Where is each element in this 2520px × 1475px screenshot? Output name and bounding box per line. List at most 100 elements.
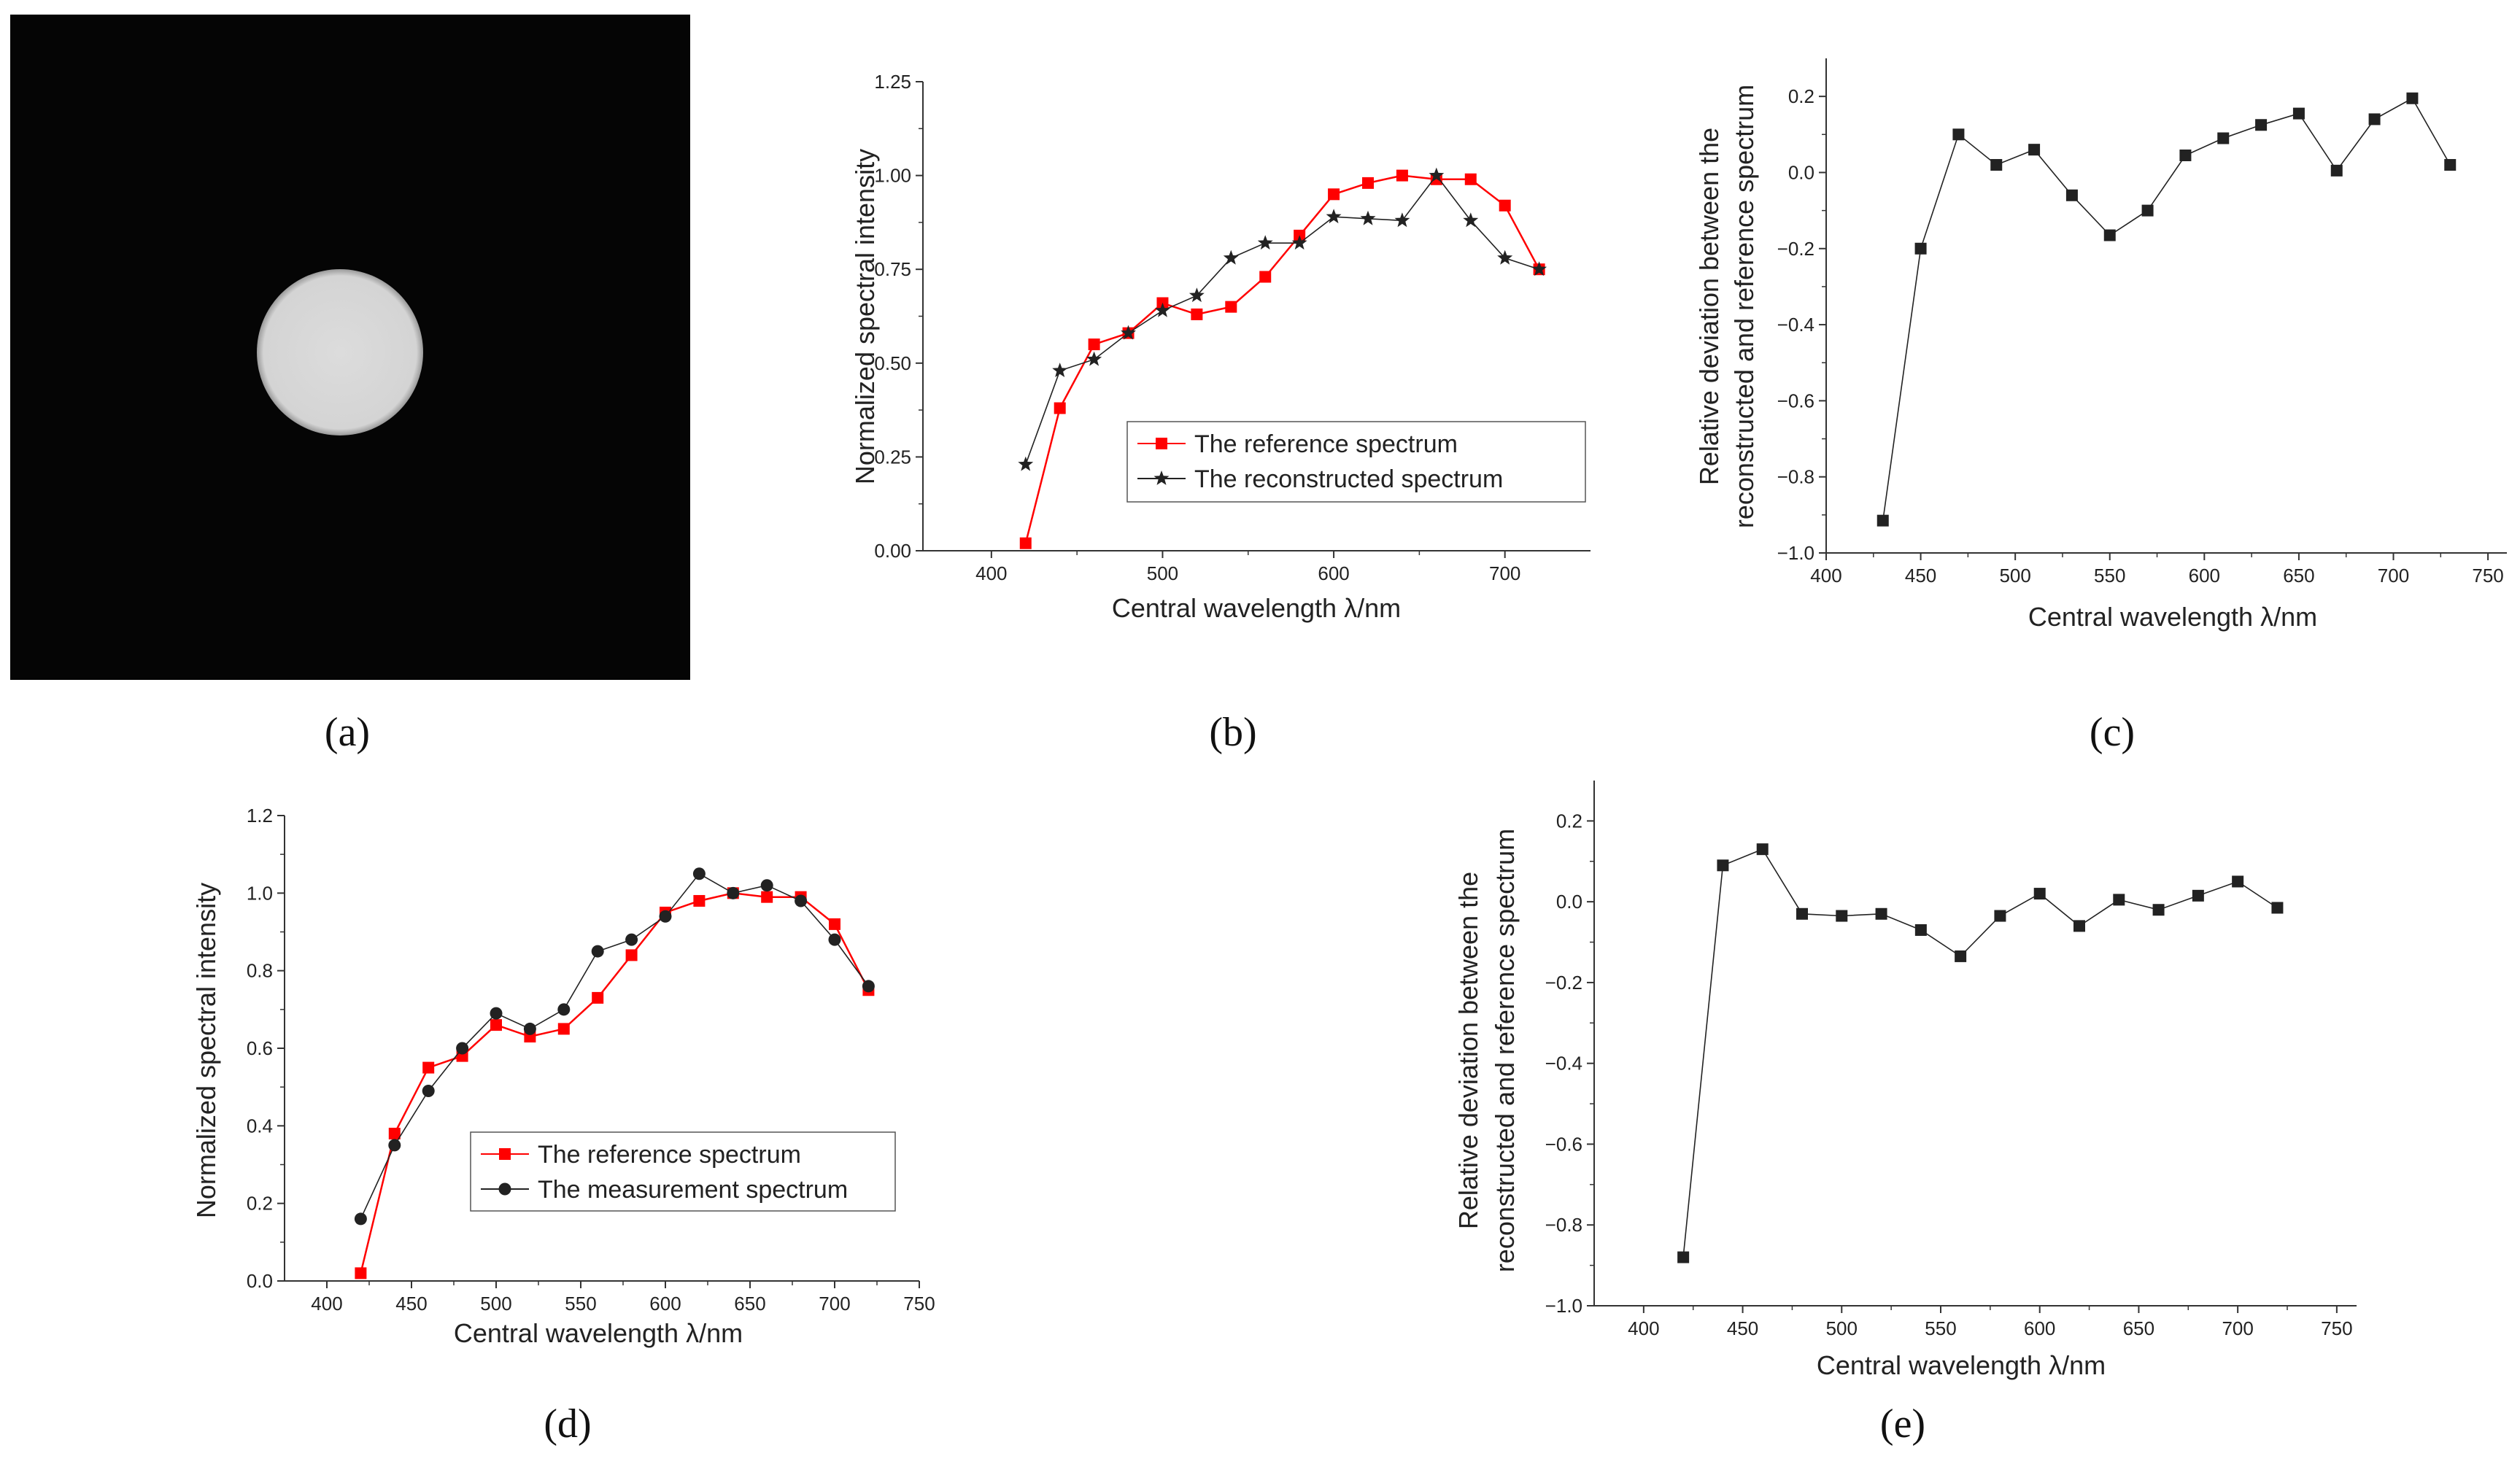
data-point	[1360, 210, 1376, 225]
y-tick-label: −0.6	[1777, 390, 1814, 411]
data-point	[1189, 287, 1205, 303]
data-point	[1328, 188, 1340, 201]
panel-label-c: (c)	[2090, 710, 2135, 755]
y-axis-label-line: reconstructed and reference spectrum	[1729, 85, 1759, 528]
x-axis-label: Central wavelength λ/nm	[1112, 593, 1401, 623]
x-tick-label: 600	[2024, 1317, 2055, 1339]
y-tick-label: 0.25	[874, 446, 911, 468]
y-tick-label: 0.75	[874, 258, 911, 280]
legend-label: The reference spectrum	[1194, 430, 1458, 458]
data-point	[2179, 149, 2192, 161]
data-point	[2444, 159, 2457, 171]
y-tick-label: 0.2	[247, 1193, 273, 1215]
data-point	[1756, 843, 1769, 856]
series-1	[354, 867, 875, 1226]
x-tick-label: 750	[2472, 565, 2503, 586]
panel-label-e: (e)	[1880, 1401, 1925, 1447]
data-point	[2368, 113, 2381, 125]
data-point	[388, 1139, 401, 1152]
data-point	[2073, 920, 2085, 932]
series-line	[360, 892, 870, 1274]
data-point	[2330, 164, 2343, 177]
data-point	[1952, 128, 1965, 141]
data-point	[625, 933, 638, 946]
panel-label-b: (b)	[1209, 710, 1256, 755]
data-point	[1257, 235, 1273, 250]
data-point	[1531, 261, 1547, 276]
legend-label: The measurement spectrum	[538, 1176, 848, 1204]
data-point	[2103, 229, 2116, 241]
data-point	[1875, 907, 1887, 920]
data-point	[829, 918, 840, 930]
data-point	[523, 1022, 536, 1035]
legend-swatch-marker	[499, 1148, 511, 1160]
data-point	[592, 991, 604, 1004]
data-point	[1121, 325, 1136, 340]
x-tick-label: 450	[395, 1293, 427, 1315]
data-point	[1497, 249, 1513, 265]
data-point	[659, 910, 672, 923]
x-tick-label: 750	[903, 1293, 935, 1315]
data-point	[1052, 363, 1068, 377]
data-point	[591, 945, 604, 958]
series-1	[1018, 167, 1547, 471]
x-tick-label: 500	[1147, 562, 1178, 584]
y-tick-label: 0.6	[247, 1037, 273, 1059]
x-tick-label: 500	[1999, 565, 2030, 586]
data-point	[1326, 209, 1342, 224]
data-point	[1223, 249, 1239, 265]
data-point	[1054, 402, 1066, 414]
x-tick-label: 550	[1925, 1317, 1956, 1339]
series-line	[1682, 848, 2278, 1258]
series-line	[360, 872, 870, 1220]
data-point	[2028, 144, 2041, 156]
data-point	[1086, 351, 1102, 366]
legend-swatch-marker	[1156, 438, 1167, 449]
y-axis-label-line: reconstructed and reference spectrum	[1490, 829, 1520, 1272]
data-point	[1155, 302, 1170, 317]
chart-b: 400 500 600 700 0.00 0.25 0.50 0.75 1.00 1.25 Cent…	[850, 71, 1591, 755]
data-point	[355, 1267, 367, 1280]
series-line	[1882, 97, 2451, 521]
data-point	[1914, 924, 1927, 936]
data-point	[388, 1127, 401, 1139]
x-tick-label: 400	[1810, 565, 1841, 586]
y-tick-label: 0.4	[247, 1115, 273, 1137]
x-axis-label: Central wavelength λ/nm	[454, 1318, 743, 1348]
data-point	[490, 1019, 502, 1031]
data-point	[761, 891, 773, 903]
x-tick-label: 750	[2321, 1317, 2352, 1339]
legend-box	[470, 1131, 896, 1212]
y-axis-label-line: Relative deviation between the	[1694, 128, 1724, 485]
series-line	[1025, 174, 1539, 465]
x-tick-label: 400	[311, 1293, 342, 1315]
data-point	[2113, 894, 2125, 906]
y-tick-label: 0.2	[1556, 810, 1582, 832]
data-point	[1291, 235, 1307, 250]
charts-layer: 400 500 600 700 0.00 0.25 0.50 0.75 1.00 1.25 Cent…	[191, 58, 2507, 1447]
y-tick-label: −0.6	[1545, 1133, 1582, 1155]
data-point	[422, 1084, 435, 1097]
y-tick-label: −0.8	[1777, 466, 1814, 488]
x-axis-label: Central wavelength λ/nm	[2028, 602, 2317, 632]
chart-c: 400 450 500 550 600 650 700 750 −1.0 −0.8 −0.6 −0.4…	[1694, 58, 2507, 755]
data-point	[2141, 204, 2154, 217]
data-point	[828, 933, 841, 946]
legend: The reference spectrum The measurement sp…	[470, 1131, 896, 1212]
y-tick-label: −0.8	[1545, 1214, 1582, 1236]
x-axis-label: Central wavelength λ/nm	[1817, 1350, 2106, 1380]
x-tick-label: 700	[2222, 1317, 2253, 1339]
panel-label-d: (d)	[544, 1401, 591, 1447]
y-tick-label: 0.0	[247, 1270, 273, 1292]
y-tick-label: 0.0	[1788, 161, 1814, 183]
x-tick-label: 650	[2123, 1317, 2154, 1339]
data-point	[1499, 199, 1511, 212]
y-tick-label: 0.50	[874, 352, 911, 374]
data-point	[692, 867, 706, 880]
x-tick-label: 700	[819, 1293, 850, 1315]
chart-e: 400 450 500 550 600 650 700 750 −1.0 −0.8 −0.6 −0.4…	[1453, 781, 2357, 1447]
data-point	[1994, 910, 2006, 922]
x-tick-label: 550	[2094, 565, 2125, 586]
data-point	[2217, 132, 2230, 144]
legend: The reference spectrum The reconstructed …	[1126, 421, 1586, 503]
